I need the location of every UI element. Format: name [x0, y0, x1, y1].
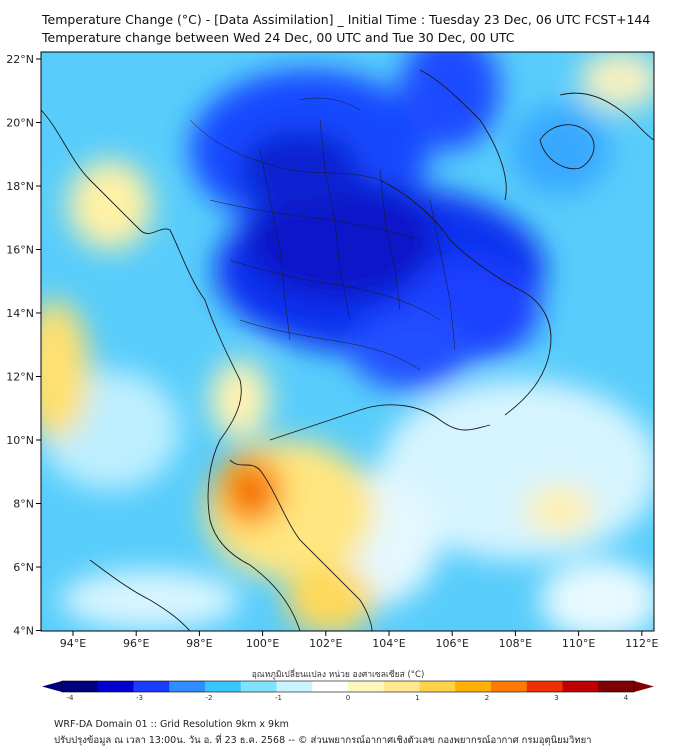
- colorbar-segment: [169, 681, 206, 692]
- lat-tick-label: 10°N: [6, 434, 34, 447]
- colorbar-segment: [526, 681, 563, 692]
- colorbar-tick-label: 0: [346, 694, 350, 702]
- temperature-field: [41, 52, 654, 631]
- footer-model-info: WRF-DA Domain 01 :: Grid Resolution 9km …: [54, 719, 289, 730]
- lon-tick-label: 102°E: [309, 637, 342, 650]
- colorbar-tick-label: 2: [485, 694, 489, 702]
- lat-tick-label: 18°N: [6, 180, 34, 193]
- colorbar-segment: [240, 681, 277, 692]
- colorbar-segment: [383, 681, 420, 692]
- colorbar-segment: [348, 681, 385, 692]
- map-border: [40, 51, 655, 632]
- lon-tick-label: 106°E: [435, 637, 468, 650]
- lat-tick-label: 4°N: [13, 625, 34, 638]
- lon-tick-label: 112°E: [625, 637, 658, 650]
- lon-tick-label: 94°E: [60, 637, 86, 650]
- lon-tick-label: 104°E: [372, 637, 405, 650]
- colorbar-segment: [562, 681, 599, 692]
- lat-tick-label: 14°N: [6, 307, 34, 320]
- colorbar-tick-label: 4: [624, 694, 629, 702]
- colorbar: -4 -3 -2 -1 0 1 2 3 4: [42, 680, 654, 702]
- footer-update-info: ปรับปรุงข้อมูล ณ เวลา 13:00น. วัน อ. ที่…: [54, 735, 592, 746]
- colorbar-segment: [62, 681, 99, 692]
- longitude-axis: 94°E 96°E 98°E 100°E 102°E 104°E 106°E 108°E 110…: [60, 631, 659, 650]
- colorbar-tick-label: -2: [206, 694, 213, 702]
- colorbar-segment: [455, 681, 492, 692]
- latitude-axis: 22°N 20°N 18°N 16°N 14°N 12°N 10°N 8°N 6°N 4°N: [6, 53, 41, 638]
- coastlines: [41, 69, 654, 631]
- colorbar-min-arrow: [42, 681, 62, 692]
- lat-tick-label: 6°N: [13, 561, 34, 574]
- colorbar-segment: [598, 681, 635, 692]
- lat-tick-label: 20°N: [6, 117, 34, 130]
- colorbar-tick-label: 3: [554, 694, 558, 702]
- colorbar-segment: [419, 681, 456, 692]
- lat-tick-label: 16°N: [6, 244, 34, 257]
- colorbar-segment: [276, 681, 313, 692]
- colorbar-tick-label: -4: [67, 694, 75, 702]
- page-title: Temperature Change (°C) - [Data Assimila…: [42, 12, 651, 27]
- colorbar-tick-label: -3: [136, 694, 143, 702]
- province-borders: [189, 97, 456, 371]
- lon-tick-label: 100°E: [246, 637, 279, 650]
- colorbar-segment: [97, 681, 134, 692]
- colorbar-outline: [61, 680, 635, 693]
- lon-tick-label: 110°E: [562, 637, 595, 650]
- lat-tick-label: 12°N: [6, 371, 34, 384]
- colorbar-segment: [491, 681, 528, 692]
- colorbar-segment: [312, 681, 349, 692]
- page-subtitle: Temperature change between Wed 24 Dec, 0…: [42, 30, 515, 45]
- lon-tick-label: 96°E: [123, 637, 149, 650]
- lat-tick-label: 8°N: [13, 498, 34, 511]
- colorbar-segment: [205, 681, 242, 692]
- lat-tick-label: 22°N: [6, 53, 34, 66]
- colorbar-tick-label: 1: [415, 694, 419, 702]
- colorbar-max-arrow: [634, 681, 654, 692]
- lon-tick-label: 108°E: [499, 637, 532, 650]
- colorbar-title: อุณหภูมิเปลี่ยนแปลง หน่วย องศาเซลเซียส (…: [251, 670, 425, 680]
- colorbar-tick-label: -1: [275, 694, 282, 702]
- colorbar-segment: [133, 681, 170, 692]
- lon-tick-label: 98°E: [186, 637, 212, 650]
